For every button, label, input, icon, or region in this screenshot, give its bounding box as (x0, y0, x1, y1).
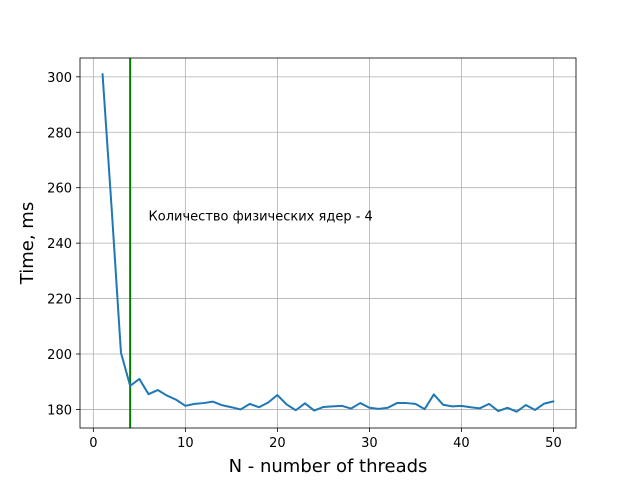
x-tick-label: 40 (453, 436, 470, 451)
x-tick-label: 0 (89, 436, 97, 451)
series-group (101, 73, 555, 413)
y-tick-label: 180 (47, 403, 72, 418)
y-tick-label: 280 (47, 126, 72, 141)
y-tick-label: 220 (47, 293, 72, 308)
y-tick-label: 260 (47, 182, 72, 197)
x-tick-label: 10 (177, 436, 194, 451)
x-axis-title: N - number of threads (229, 456, 428, 477)
y-tick-label: 300 (47, 71, 72, 86)
x-tick-label: 30 (361, 436, 378, 451)
grid (80, 58, 576, 428)
y-tick-label: 240 (47, 237, 72, 252)
x-tick-label: 50 (545, 436, 562, 451)
y-axis-title: Time, ms (17, 202, 38, 285)
annotation-label: Количество физических ядер - 4 (149, 209, 373, 224)
annotations: Количество физических ядер - 4 (149, 209, 373, 224)
x-tick-label: 20 (269, 436, 286, 451)
y-tick-label: 200 (47, 348, 72, 363)
series-line (101, 73, 555, 413)
ticks: 0 10 20 30 40 50 180 200 220 240 260 280 300 (47, 71, 562, 451)
